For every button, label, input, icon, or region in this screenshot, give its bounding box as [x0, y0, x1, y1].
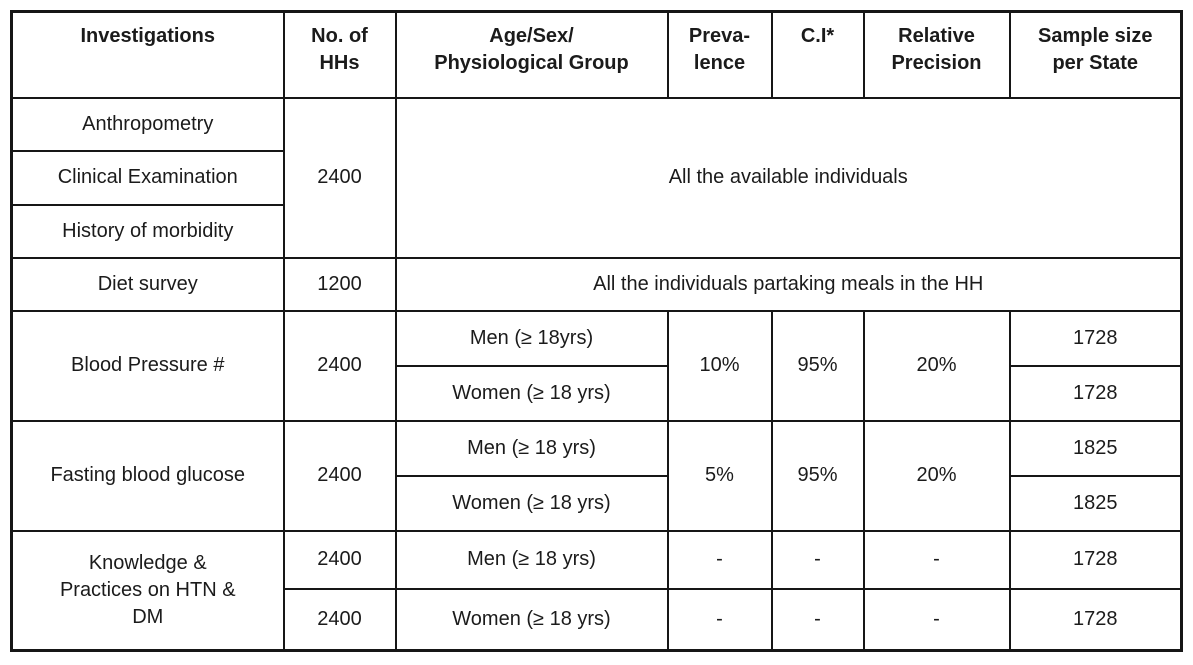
cell-ci-fbg: 95%: [770, 419, 865, 532]
cell-investigation-blood-pressure: Blood Pressure #: [10, 309, 285, 422]
cell-sample-bp-men: 1728: [1008, 309, 1183, 367]
cell-prevalence-knowledge-women: -: [666, 587, 773, 652]
cell-relative-precision-fbg: 20%: [862, 419, 1011, 532]
cell-sample-knowledge-women: 1728: [1008, 587, 1183, 652]
cell-relative-precision-bp: 20%: [862, 309, 1011, 422]
cell-investigation-knowledge: Knowledge & Practices on HTN & DM: [10, 529, 285, 652]
cell-sample-bp-women: 1728: [1008, 364, 1183, 422]
row-blood-pressure-men: Blood Pressure # 2400 Men (≥ 18yrs) 10% …: [10, 309, 1183, 422]
cell-hhs-anthro-shared: 2400: [282, 96, 397, 259]
cell-group-bp-women: Women (≥ 18 yrs): [394, 364, 669, 422]
cell-investigation-diet: Diet survey: [10, 256, 285, 312]
cell-ci-bp: 95%: [770, 309, 865, 422]
cell-group-fbg-men: Men (≥ 18 yrs): [394, 419, 669, 477]
cell-group-anthro-shared: All the available individuals: [394, 96, 1183, 259]
cell-sample-knowledge-men: 1728: [1008, 529, 1183, 590]
cell-group-knowledge-women: Women (≥ 18 yrs): [394, 587, 669, 652]
cell-group-fbg-women: Women (≥ 18 yrs): [394, 474, 669, 532]
cell-hhs-knowledge-women: 2400: [282, 587, 397, 652]
col-header-relative-precision: Relative Precision: [862, 10, 1011, 99]
cell-investigation-fasting-glucose: Fasting blood glucose: [10, 419, 285, 532]
cell-group-knowledge-men: Men (≥ 18 yrs): [394, 529, 669, 590]
cell-ci-knowledge-men: -: [770, 529, 865, 590]
cell-prevalence-fbg: 5%: [666, 419, 773, 532]
row-anthropometry: Anthropometry 2400 All the available ind…: [10, 96, 1183, 259]
row-diet-survey: Diet survey 1200 All the individuals par…: [10, 256, 1183, 312]
row-fasting-glucose-women: Women (≥ 18 yrs) 1825: [12, 474, 1183, 532]
row-history-of-morbidity: History of morbidity: [10, 203, 1182, 259]
col-header-investigations: Investigations: [10, 10, 285, 99]
cell-investigation-anthropometry: Anthropometry: [10, 96, 285, 152]
col-header-sample-size: Sample size per State: [1008, 10, 1183, 99]
cell-sample-fbg-men: 1825: [1008, 419, 1183, 477]
row-fasting-glucose-men: Fasting blood glucose 2400 Men (≥ 18 yrs…: [10, 419, 1183, 532]
col-header-no-of-hhs: No. of HHs: [282, 10, 397, 99]
row-clinical-examination: Clinical Examination: [10, 149, 1182, 206]
cell-investigation-history: History of morbidity: [10, 203, 285, 259]
col-header-prevalence: Preva- lence: [666, 10, 773, 99]
cell-hhs-diet: 1200: [282, 256, 397, 312]
cell-investigation-clinical: Clinical Examination: [10, 149, 285, 206]
cell-hhs-knowledge-men: 2400: [282, 529, 397, 590]
cell-hhs-blood-pressure: 2400: [282, 309, 397, 422]
cell-relative-precision-knowledge-women: -: [862, 587, 1011, 652]
cell-prevalence-bp: 10%: [666, 309, 773, 422]
cell-hhs-fasting-glucose: 2400: [282, 419, 397, 532]
row-knowledge-women: 2400 Women (≥ 18 yrs) - - - 1728: [12, 587, 1183, 652]
row-blood-pressure-women: Women (≥ 18 yrs) 1728: [12, 364, 1183, 422]
col-header-ci: C.I*: [770, 10, 865, 99]
col-header-age-sex-group: Age/Sex/ Physiological Group: [394, 10, 669, 99]
row-knowledge-men: Knowledge & Practices on HTN & DM 2400 M…: [10, 529, 1183, 652]
cell-prevalence-knowledge-men: -: [666, 529, 773, 590]
cell-sample-fbg-women: 1825: [1008, 474, 1183, 532]
cell-relative-precision-knowledge-men: -: [862, 529, 1011, 590]
cell-group-bp-men: Men (≥ 18yrs): [394, 309, 669, 367]
sampling-design-table: Investigations No. of HHs Age/Sex/ Physi…: [10, 10, 1183, 652]
header-row: Investigations No. of HHs Age/Sex/ Physi…: [10, 10, 1183, 99]
cell-ci-knowledge-women: -: [770, 587, 865, 652]
cell-group-diet: All the individuals partaking meals in t…: [394, 256, 1183, 312]
